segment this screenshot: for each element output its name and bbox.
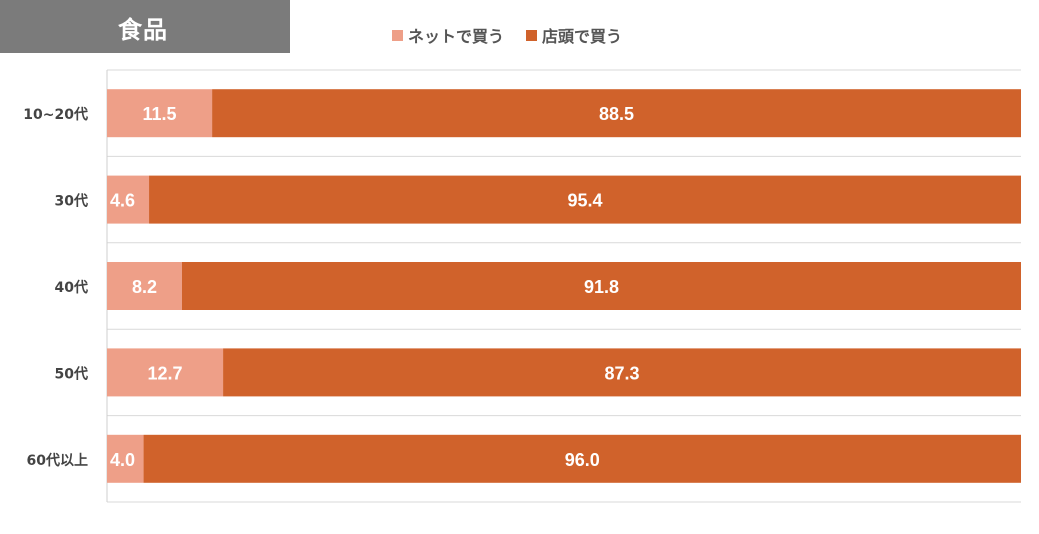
data-label-online: 4.6 (110, 191, 135, 211)
category-label: 40代 (55, 279, 88, 296)
legend-item-online: ネットで買う (392, 23, 504, 47)
data-label-online: 4.0 (110, 450, 135, 470)
legend-item-store: 店頭で買う (526, 23, 622, 47)
data-label-store: 87.3 (605, 363, 640, 383)
bar-store (149, 175, 1021, 224)
chart-title-box: 食品 (0, 0, 290, 53)
data-label-online: 11.5 (143, 104, 177, 124)
bar-online (107, 175, 150, 224)
category-label: 10~20代 (23, 106, 88, 123)
bar-store (143, 434, 1021, 483)
chart-title: 食品 (118, 16, 168, 44)
data-label-store: 88.5 (599, 104, 634, 124)
data-label-store: 96.0 (565, 450, 600, 470)
data-label-store: 95.4 (567, 191, 602, 211)
bar-store (212, 89, 1022, 138)
bar-store (223, 348, 1021, 397)
legend: ネットで買う 店頭で買う (392, 22, 644, 48)
bar-store (181, 262, 1021, 310)
bar-online (107, 434, 144, 483)
data-label-store: 91.8 (584, 277, 619, 297)
category-label: 30代 (55, 193, 88, 210)
category-label: 50代 (55, 365, 88, 382)
bar-online (107, 89, 213, 138)
legend-swatch-store (526, 29, 538, 41)
legend-swatch-online (392, 29, 403, 41)
bar-online (107, 262, 182, 310)
data-label-online: 12.7 (148, 363, 183, 383)
bar-online (107, 348, 224, 397)
legend-label-store: 店頭で買う (542, 27, 623, 46)
category-label: 60代以上 (27, 452, 88, 469)
legend-label-online: ネットで買う (408, 27, 505, 46)
data-label-online: 8.2 (132, 277, 157, 297)
